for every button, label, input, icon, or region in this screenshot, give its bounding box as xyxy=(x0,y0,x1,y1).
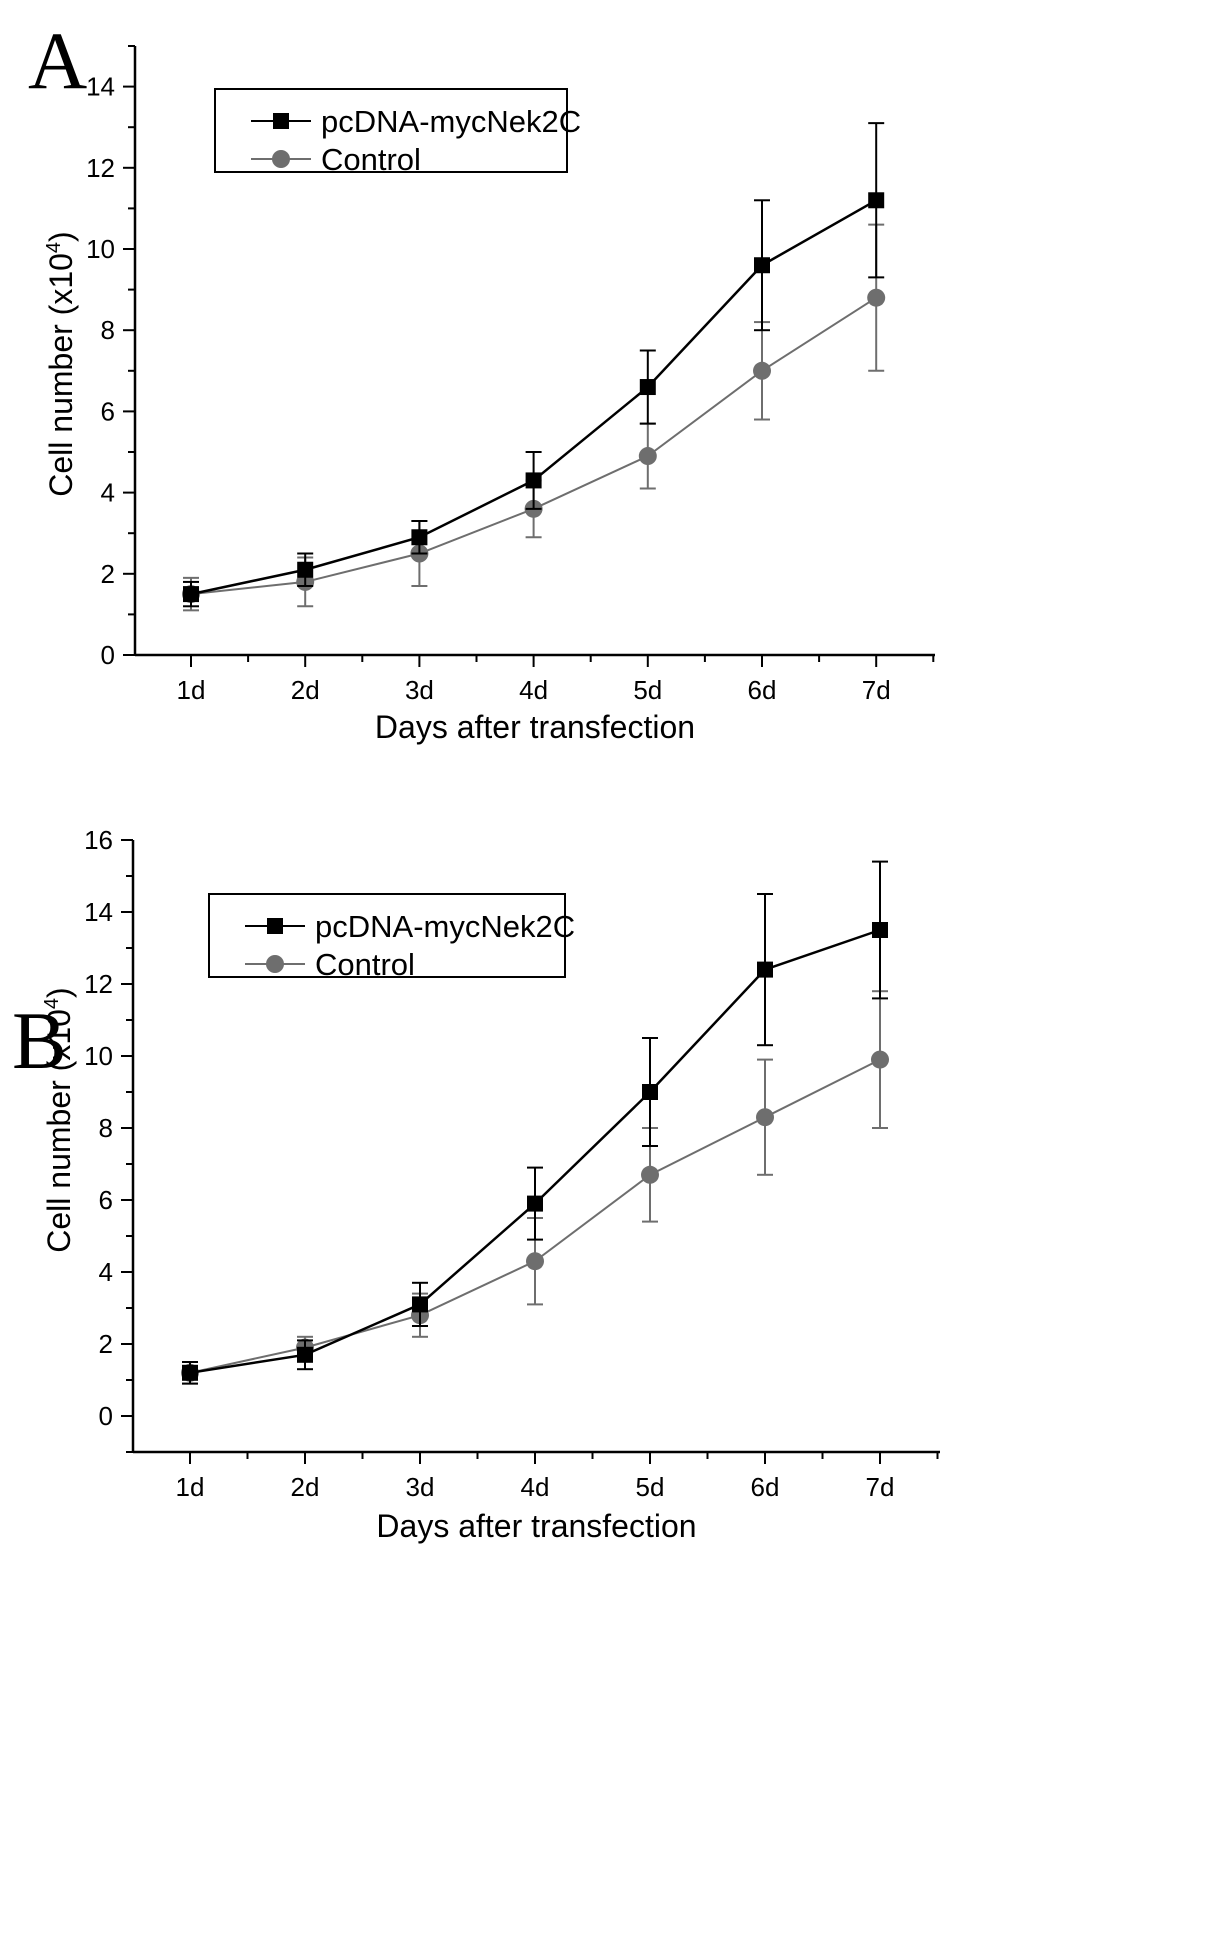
x-axis-title: Days after transfection xyxy=(376,1508,696,1544)
y-tick-label: 14 xyxy=(84,897,113,927)
data-point-square xyxy=(412,1296,428,1313)
x-tick-label: 1d xyxy=(177,675,206,705)
data-point-square xyxy=(183,586,199,603)
y-tick-label: 12 xyxy=(86,153,115,183)
x-tick-label: 5d xyxy=(633,675,662,705)
y-tick-label: 12 xyxy=(84,969,113,999)
y-tick-label: 14 xyxy=(86,72,115,102)
data-point-square xyxy=(297,1346,313,1363)
x-tick-label: 4d xyxy=(519,675,548,705)
data-point-square xyxy=(182,1364,198,1381)
legend-label: pcDNA-mycNek2C xyxy=(321,104,581,139)
legend-label: pcDNA-mycNek2C xyxy=(315,909,575,944)
x-tick-label: 3d xyxy=(406,1472,435,1502)
data-point-circle xyxy=(753,361,771,380)
series-pcdna-mycnek2c xyxy=(183,122,885,608)
y-axis-title: Cell number (x104) xyxy=(43,231,79,496)
y-tick-label: 6 xyxy=(99,1185,113,1215)
y-tick-label: 0 xyxy=(99,1401,113,1431)
data-point-circle xyxy=(756,1108,774,1127)
y-tick-label: 4 xyxy=(99,1257,113,1287)
series-line xyxy=(190,296,877,596)
y-tick-label: 6 xyxy=(101,396,115,426)
data-point-circle xyxy=(867,288,886,307)
y-tick-label: 0 xyxy=(101,640,115,670)
cell-growth-chart: 0 2 4 6 8 10 12 14 16 1d 2d 3d 4d 5d 6d 7d Days after tr… xyxy=(41,825,940,1544)
y-tick-label: 2 xyxy=(99,1329,113,1359)
x-tick-label: 4d xyxy=(521,1472,550,1502)
data-point-square xyxy=(639,379,656,396)
data-point-square xyxy=(411,529,428,546)
data-point-square xyxy=(642,1084,658,1100)
data-point-square xyxy=(754,257,770,274)
y-tick-label: 10 xyxy=(84,1041,113,1071)
y-tick-label: 8 xyxy=(101,315,115,345)
panel-letter: B xyxy=(12,995,67,1086)
cell-growth-chart: 0 2 4 6 8 10 12 14 1d 2d 3d 4d 5d 6d 7d Days after tran… xyxy=(43,45,935,745)
x-tick-label: 5d xyxy=(636,1472,665,1502)
y-tick-label: 16 xyxy=(84,825,113,855)
x-axis-title: Days after transfection xyxy=(375,709,695,745)
series-line xyxy=(189,928,881,1375)
y-tick-label: 10 xyxy=(86,234,115,264)
data-point-square xyxy=(872,922,888,938)
y-tick-label: 4 xyxy=(101,478,115,508)
data-point-circle xyxy=(638,447,657,466)
legend-marker-circle xyxy=(272,150,290,168)
x-tick-label: 2d xyxy=(291,1472,320,1502)
data-point-square xyxy=(757,961,773,978)
series-pcdna-mycnek2c xyxy=(182,860,888,1385)
series-control xyxy=(182,223,886,612)
panel-b: B 0 2 4 6 8 10 12 14 16 1d 2d 3d 4d 5d 6d 7d Days after … xyxy=(0,825,1205,1959)
data-point-square xyxy=(525,472,542,489)
y-tick-label: 2 xyxy=(101,559,115,589)
data-point-circle xyxy=(526,1252,544,1271)
data-point-square xyxy=(527,1195,543,1212)
data-point-square xyxy=(868,192,885,209)
legend-label: Control xyxy=(321,142,421,177)
panel-letter: A xyxy=(28,15,88,106)
x-tick-label: 7d xyxy=(866,1472,895,1502)
legend-label: Control xyxy=(315,947,415,982)
data-point-circle xyxy=(641,1165,659,1184)
x-tick-label: 6d xyxy=(751,1472,780,1502)
x-tick-label: 3d xyxy=(405,675,434,705)
x-tick-label: 1d xyxy=(176,1472,205,1502)
x-tick-label: 7d xyxy=(862,675,891,705)
y-axis-title: Cell number (x104) xyxy=(41,987,77,1252)
legend-marker-circle xyxy=(266,955,284,973)
y-tick-label: 8 xyxy=(99,1113,113,1143)
legend-marker-square xyxy=(273,113,289,129)
legend-marker-square xyxy=(267,918,283,934)
x-tick-label: 2d xyxy=(291,675,320,705)
data-point-circle xyxy=(871,1050,889,1069)
panel-a: A 0 2 4 6 8 10 12 14 1d 2d 3d 4d 5d 6d 7d Days after tr… xyxy=(0,0,1205,960)
x-tick-label: 6d xyxy=(748,675,777,705)
data-point-square xyxy=(297,561,314,578)
